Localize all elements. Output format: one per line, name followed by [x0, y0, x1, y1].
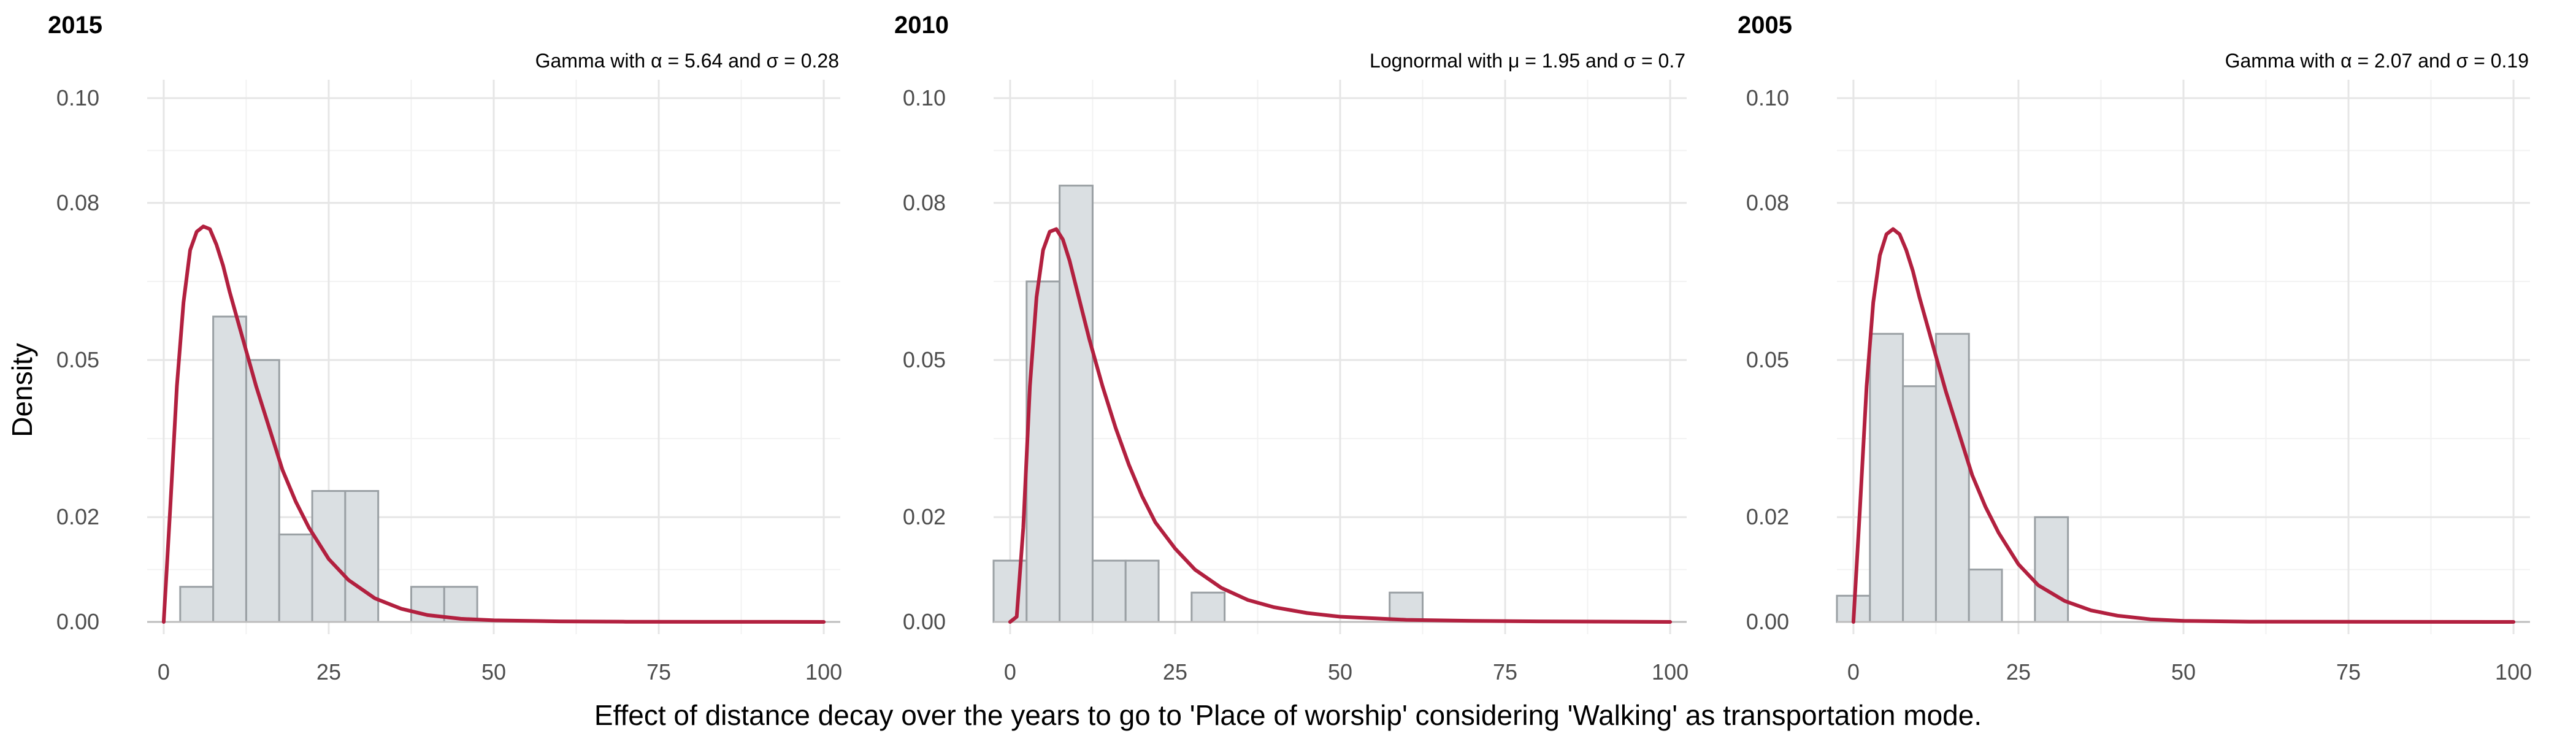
- y-tick-label: 0.00: [903, 609, 946, 634]
- histogram-bar: [245, 359, 280, 623]
- y-tick-label: 0.02: [56, 504, 99, 529]
- x-tick-label: 0: [1847, 659, 1860, 684]
- y-tick-label: 0.10: [1746, 85, 1789, 110]
- histogram-bar: [1869, 332, 1904, 623]
- x-tick-label: 25: [316, 659, 341, 684]
- y-axis-title: Density: [6, 343, 38, 437]
- histogram-bar: [1190, 591, 1226, 623]
- y-tick-label: 0.08: [56, 190, 99, 215]
- x-tick-label: 50: [2171, 659, 2196, 684]
- y-tick-label: 0.08: [903, 190, 946, 215]
- x-tick-label: 75: [646, 659, 671, 684]
- histogram-bar: [1059, 185, 1094, 623]
- x-tick-label: 100: [805, 659, 842, 684]
- distribution-annotation: Gamma with α = 2.07 and σ = 0.19: [2225, 50, 2529, 72]
- x-tick-label: 75: [2336, 659, 2361, 684]
- y-tick-label: 0.02: [1746, 504, 1789, 529]
- panel-title: 2015: [48, 12, 102, 39]
- histogram-bar: [344, 490, 380, 623]
- y-tick-label: 0.05: [56, 347, 99, 372]
- x-tick-label: 25: [1163, 659, 1187, 684]
- panel-title: 2010: [894, 12, 949, 39]
- histogram-bar: [1091, 559, 1127, 623]
- histogram-bar: [1902, 385, 1937, 623]
- x-tick-label: 75: [1493, 659, 1517, 684]
- y-tick-label: 0.05: [1746, 347, 1789, 372]
- x-tick-label: 0: [1004, 659, 1016, 684]
- histogram-bar: [2034, 516, 2069, 623]
- y-tick-label: 0.05: [903, 347, 946, 372]
- panel-title: 2005: [1738, 12, 1792, 39]
- x-axis-title: Effect of distance decay over the years …: [594, 699, 1982, 731]
- y-tick-label: 0.02: [903, 504, 946, 529]
- y-tick-label: 0.00: [56, 609, 99, 634]
- x-tick-label: 50: [1328, 659, 1352, 684]
- y-tick-label: 0.10: [56, 85, 99, 110]
- histogram-bar: [1025, 280, 1061, 623]
- histogram-bar: [1124, 559, 1160, 623]
- histogram-bar: [212, 315, 247, 623]
- panels-layer: 0 25 50 75 100 0.00 0.02 0.05 0.08 0.10 2015 Gamma …: [48, 12, 2532, 684]
- fitted-density-curve: [161, 224, 826, 624]
- fitted-density-curve: [1851, 227, 2516, 624]
- histogram-bars: [992, 185, 1424, 623]
- y-tick-label: 0.08: [1746, 190, 1789, 215]
- x-tick-label: 100: [2495, 659, 2532, 684]
- grid: [994, 80, 1687, 634]
- panel-2010: 0 25 50 75 100 0.00 0.02 0.05 0.08 0.10 2010 Lognor…: [894, 12, 1689, 684]
- histogram-bar: [1968, 569, 2003, 623]
- fitted-density-curve: [1008, 227, 1673, 624]
- panel-2015: 0 25 50 75 100 0.00 0.02 0.05 0.08 0.10 2015 Gamma …: [48, 12, 842, 684]
- x-tick-label: 25: [2006, 659, 2031, 684]
- panel-2005: 0 25 50 75 100 0.00 0.02 0.05 0.08 0.10 2005 Gamma …: [1738, 12, 2532, 684]
- distribution-annotation: Lognormal with μ = 1.95 and σ = 0.7: [1370, 50, 1685, 72]
- x-tick-label: 100: [1652, 659, 1689, 684]
- distribution-annotation: Gamma with α = 5.64 and σ = 0.28: [535, 50, 839, 72]
- x-tick-label: 50: [481, 659, 506, 684]
- y-tick-label: 0.10: [903, 85, 946, 110]
- y-tick-label: 0.00: [1746, 609, 1789, 634]
- histogram-bar: [278, 533, 313, 623]
- histogram-bar: [179, 586, 215, 623]
- x-tick-label: 0: [158, 659, 170, 684]
